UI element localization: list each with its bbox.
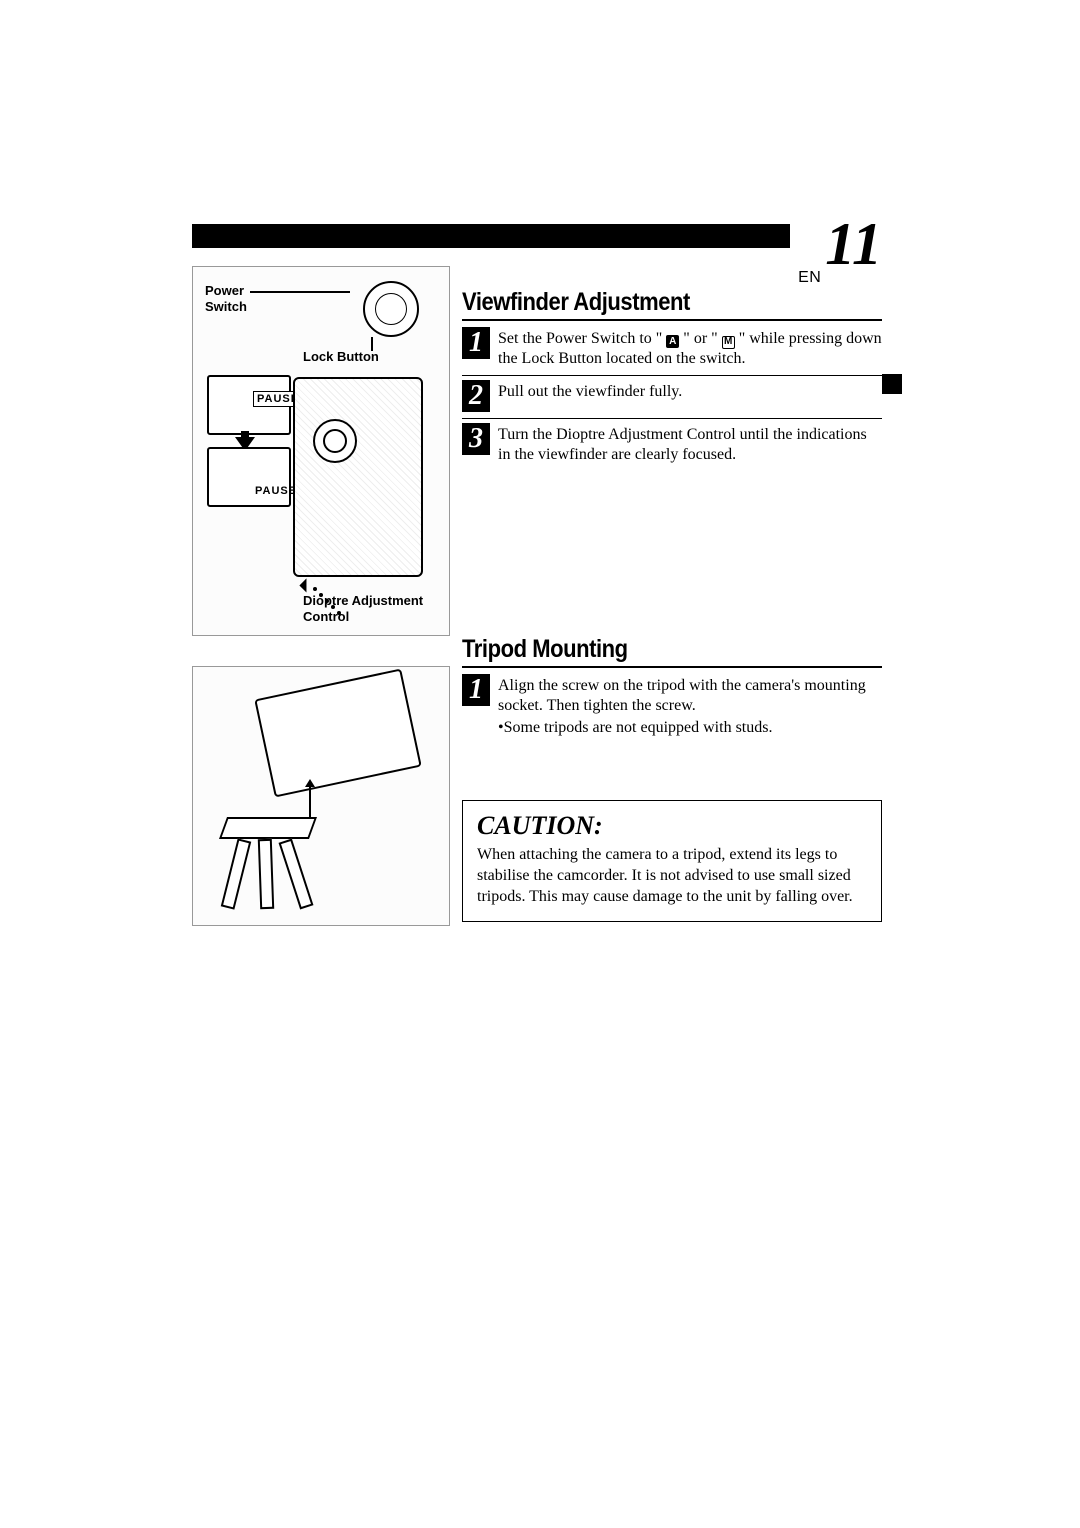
step-row: 3 Turn the Dioptre Adjustment Control un… [462, 419, 882, 471]
step-text: Turn the Dioptre Adjustment Control unti… [498, 423, 882, 465]
side-tab [882, 374, 902, 394]
rule [462, 319, 882, 321]
label-dioptre-control: Dioptre Adjustment Control [303, 593, 423, 624]
step-number: 1 [462, 674, 490, 706]
step-text: Pull out the viewfinder fully. [498, 380, 682, 402]
label-power-switch: Power Switch [205, 283, 247, 314]
leader-line [371, 337, 373, 351]
bullet-note: •Some tripods are not equipped with stud… [498, 718, 882, 738]
pause-indicator-bottom: PAUSE [255, 485, 297, 497]
step-row: 1 Set the Power Switch to " A " or " M "… [462, 323, 882, 376]
section-title-viewfinder: Viewfinder Adjustment [462, 288, 832, 317]
tripod-leg [221, 838, 252, 909]
caution-box: CAUTION: When attaching the camera to a … [462, 800, 882, 922]
camera-on-tripod-sketch [254, 668, 422, 797]
section-title-tripod: Tripod Mounting [462, 635, 832, 664]
caution-body: When attaching the camera to a tripod, e… [477, 845, 867, 907]
text-fragment: " or " [679, 330, 721, 347]
tripod-leg [279, 839, 314, 910]
illustration-viewfinder: Power Switch Lock Button PAUSE PAUSE Dio… [192, 266, 450, 636]
tripod-plate [219, 817, 317, 839]
rule [462, 666, 882, 668]
camera-sketch [293, 377, 423, 577]
screw-arrow-icon [309, 785, 311, 821]
text-fragment: Align the screw on the tripod with the c… [498, 677, 866, 714]
text-fragment: Set the Power Switch to " [498, 330, 666, 347]
camera-lens [313, 419, 357, 463]
step-row: 2 Pull out the viewfinder fully. [462, 376, 882, 419]
mode-a-icon: A [666, 335, 679, 348]
step-number: 3 [462, 423, 490, 455]
step-text: Align the screw on the tripod with the c… [498, 674, 882, 738]
caution-heading: CAUTION: [477, 811, 867, 841]
leader-line [250, 291, 350, 293]
dotted-arrow-line [313, 587, 317, 591]
mode-m-icon: M [722, 336, 735, 349]
step-row: 1 Align the screw on the tripod with the… [462, 670, 882, 744]
dial-sketch [363, 281, 419, 337]
label-lock-button: Lock Button [303, 349, 379, 365]
step-text: Set the Power Switch to " A " or " M " w… [498, 327, 882, 369]
page-number: EN 11 [790, 220, 882, 254]
step-number: 1 [462, 327, 490, 359]
tripod-leg [258, 839, 274, 909]
illustration-tripod [192, 666, 450, 926]
step-number: 2 [462, 380, 490, 412]
header-bar: EN 11 [192, 224, 882, 248]
viewfinder-screen-sharp [207, 447, 291, 507]
